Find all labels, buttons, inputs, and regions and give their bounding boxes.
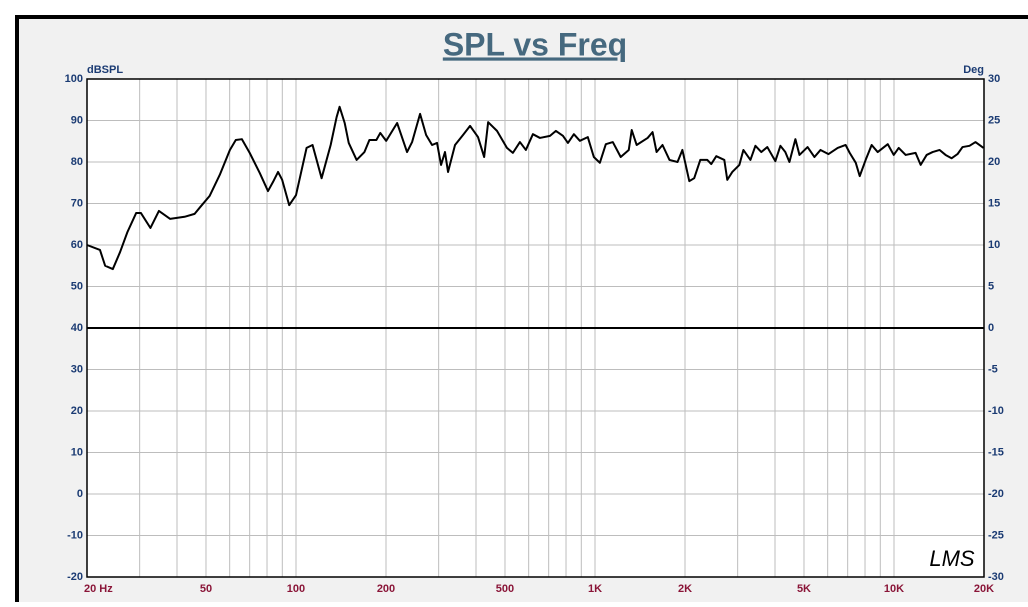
y2-tick-label: 0: [988, 322, 994, 334]
y2-tick-label: -5: [988, 363, 998, 375]
y2-tick-label: -30: [988, 571, 1004, 583]
logo: LMS: [929, 546, 975, 571]
y2-tick-label: 30: [988, 73, 1000, 85]
x-tick-label: 5K: [797, 583, 811, 595]
y-tick-label: 70: [71, 197, 83, 209]
y-tick-label: -10: [67, 529, 83, 541]
x-tick-label: 200: [377, 583, 395, 595]
y2-tick-label: 5: [988, 280, 994, 292]
y-tick-label: 60: [71, 239, 83, 251]
x-tick-label: 50: [200, 583, 212, 595]
y-tick-label: 100: [65, 73, 83, 85]
x-tick-label: 100: [287, 583, 305, 595]
y2-axis-label: Deg: [963, 64, 984, 76]
x-tick-label: 1K: [588, 583, 602, 595]
y-tick-label: 40: [71, 322, 83, 334]
y-tick-label: 20: [71, 405, 83, 417]
y2-tick-label: 20: [988, 156, 1000, 168]
plot-frame: [86, 78, 985, 578]
chart-title: SPL vs Freq: [443, 26, 627, 62]
y-tick-label: 10: [71, 446, 83, 458]
y-tick-label: -20: [67, 571, 83, 583]
x-tick-label: 2K: [678, 583, 692, 595]
y-tick-label: 80: [71, 156, 83, 168]
y2-tick-label: 10: [988, 239, 1000, 251]
x-tick-label: 500: [496, 583, 514, 595]
y-axis-label: dBSPL: [87, 64, 123, 76]
y2-tick-label: -15: [988, 446, 1004, 458]
x-tick-label: 20K: [974, 583, 994, 595]
y-tick-label: 90: [71, 114, 83, 126]
spl-line: [86, 105, 985, 271]
x-tick-label: 10K: [884, 583, 904, 595]
y2-tick-label: 15: [988, 197, 1000, 209]
y-tick-label: 50: [71, 280, 83, 292]
y-tick-label: 0: [77, 488, 83, 500]
y-tick-label: 30: [71, 363, 83, 375]
y2-tick-label: 25: [988, 114, 1000, 126]
x-tick-label: 20 Hz: [84, 583, 113, 595]
y2-tick-label: -20: [988, 488, 1004, 500]
y2-tick-label: -25: [988, 529, 1004, 541]
y2-tick-label: -10: [988, 405, 1004, 417]
